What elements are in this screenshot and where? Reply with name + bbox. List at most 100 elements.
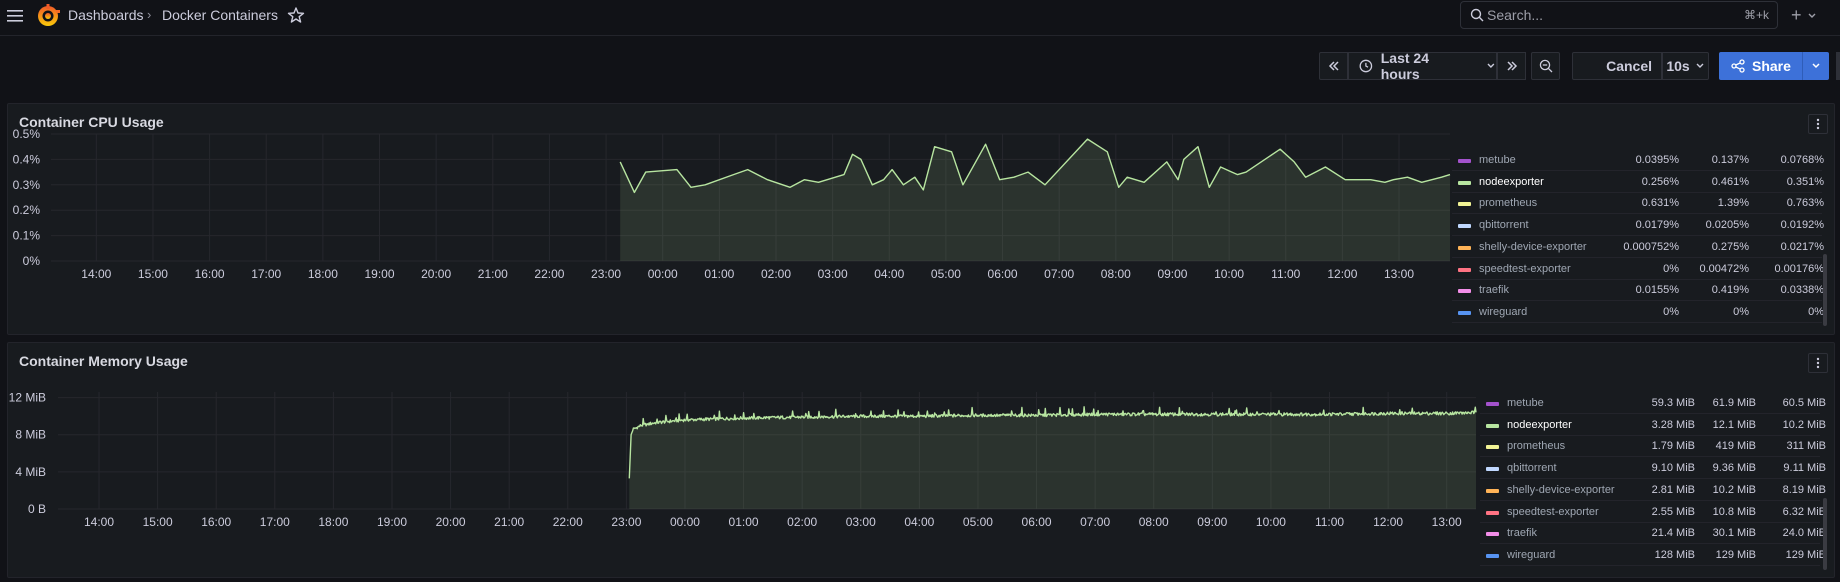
legend-value: 0.461%	[1711, 175, 1749, 188]
cpu-legend: metube 0.0768% 0.137% 0.0395% nodeexporter 0.…	[1452, 150, 1824, 326]
y-tick-label: 0.4%	[13, 152, 41, 166]
x-tick-label: 22:00	[553, 515, 583, 529]
legend-value: 0.0205%	[1705, 219, 1749, 232]
legend-item-prometheus[interactable]: prometheus 311 MiB 419 MiB 1.79 MiB	[1480, 436, 1826, 458]
x-tick-label: 01:00	[729, 515, 759, 529]
panel-menu-button[interactable]	[1808, 114, 1828, 134]
y-tick-label: 0 B	[28, 502, 46, 516]
legend-value: 10.2 MiB	[1782, 418, 1826, 431]
legend-value: 6.32 MiB	[1782, 505, 1826, 518]
legend-value: 0.0179%	[1635, 219, 1679, 232]
legend-value: 0%	[1733, 305, 1749, 318]
legend-value: 9.10 MiB	[1651, 462, 1695, 475]
time-shift-back-button[interactable]	[1319, 52, 1348, 80]
x-tick-label: 02:00	[787, 515, 817, 529]
search-placeholder: Search...	[1487, 7, 1544, 23]
legend-value: 59.3 MiB	[1651, 397, 1695, 409]
legend-value: 0.0395%	[1635, 154, 1679, 166]
search-icon	[1470, 8, 1484, 22]
legend-series-name: nodeexporter	[1479, 175, 1544, 188]
x-tick-label: 06:00	[1022, 515, 1052, 529]
zoom-out-button[interactable]	[1531, 52, 1560, 80]
refresh-interval-picker[interactable]: 10s	[1662, 52, 1709, 80]
legend-scrollbar[interactable]	[1823, 254, 1827, 326]
legend-item-traefik[interactable]: traefik 0.0338% 0.419% 0.0155%	[1452, 280, 1824, 302]
new-menu-button[interactable]: +	[1791, 5, 1817, 26]
memory-legend: metube 60.5 MiB 61.9 MiB 59.3 MiB nodeexport…	[1480, 393, 1826, 569]
legend-value: 0.00176%	[1774, 262, 1824, 275]
series-color-swatch	[1458, 289, 1471, 294]
series-line-nodeexporter	[628, 406, 1477, 479]
legend-item-qbittorrent[interactable]: qbittorrent 0.0192% 0.0205% 0.0179%	[1452, 215, 1824, 237]
legend-value: 0.351%	[1786, 175, 1824, 188]
legend-item-shelly-device-exporter[interactable]: shelly-device-exporter 8.19 MiB 10.2 MiB 2.…	[1480, 480, 1826, 501]
legend-series-name: shelly-device-exporter	[1479, 240, 1587, 253]
memory-usage-chart[interactable]: 0 B 4 MiB 8 MiB 12 MiB 14:00 15:00 16:00 17:00 1…	[8, 343, 1480, 579]
share-icon	[1731, 59, 1745, 73]
legend-value: 129 MiB	[1785, 548, 1826, 561]
legend-value: 10.2 MiB	[1712, 483, 1756, 496]
cancel-button[interactable]: Cancel	[1572, 52, 1662, 80]
legend-value: 0.137%	[1711, 154, 1749, 166]
panel-title: Container CPU Usage	[19, 114, 164, 130]
x-tick-label: 21:00	[478, 267, 508, 281]
x-tick-label: 16:00	[195, 267, 225, 281]
legend-item-metube[interactable]: metube 60.5 MiB 61.9 MiB 59.3 MiB	[1480, 393, 1826, 414]
search-input[interactable]: Search... ⌘+k	[1460, 1, 1778, 29]
series-color-swatch	[1486, 445, 1499, 450]
star-icon[interactable]	[287, 6, 305, 24]
y-tick-label: 0.2%	[13, 203, 41, 217]
legend-scrollbar[interactable]	[1823, 498, 1827, 570]
legend-value: 10.8 MiB	[1712, 505, 1756, 518]
menu-icon[interactable]	[6, 7, 24, 25]
share-label: Share	[1752, 58, 1791, 74]
legend-series-name: wireguard	[1479, 305, 1528, 318]
y-tick-label: 4 MiB	[15, 465, 46, 479]
share-options-button[interactable]	[1801, 52, 1829, 80]
legend-item-prometheus[interactable]: prometheus 0.763% 1.39% 0.631%	[1452, 193, 1824, 215]
legend-value: 0%	[1663, 262, 1679, 275]
more-vertical-icon	[1816, 357, 1820, 369]
toolbar-overflow-edge	[1836, 52, 1840, 80]
x-tick-label: 10:00	[1256, 515, 1286, 529]
legend-value: 0%	[1663, 305, 1679, 318]
legend-item-metube[interactable]: metube 0.0768% 0.137% 0.0395%	[1452, 150, 1824, 171]
x-tick-label: 17:00	[251, 267, 281, 281]
time-range-picker[interactable]: Last 24 hours	[1348, 50, 1497, 82]
x-tick-label: 08:00	[1139, 515, 1169, 529]
cpu-usage-chart[interactable]: 0% 0.1% 0.2% 0.3% 0.4% 0.5% 14:00 15:00 16:00 17:…	[8, 104, 1452, 336]
x-tick-label: 12:00	[1327, 267, 1357, 281]
time-shift-forward-button[interactable]	[1497, 52, 1526, 80]
y-tick-label: 8 MiB	[15, 428, 46, 442]
legend-value: 0.0192%	[1780, 219, 1824, 232]
chevrons-left-icon	[1328, 61, 1339, 71]
legend-item-speedtest-exporter[interactable]: speedtest-exporter 0.00176% 0.00472% 0%	[1452, 259, 1824, 280]
series-line-nodeexporter	[619, 138, 1451, 194]
chevron-down-icon	[1487, 63, 1495, 68]
x-tick-label: 02:00	[761, 267, 791, 281]
share-button[interactable]: Share	[1719, 52, 1829, 80]
breadcrumb-current: Docker Containers	[162, 7, 278, 23]
chevrons-right-icon	[1506, 61, 1517, 71]
legend-value: 1.79 MiB	[1651, 440, 1695, 453]
legend-item-wireguard[interactable]: wireguard 129 MiB 129 MiB 128 MiB	[1480, 545, 1826, 566]
y-tick-label: 0.5%	[13, 127, 41, 141]
legend-value: 61.9 MiB	[1712, 397, 1756, 409]
panel-menu-button[interactable]	[1808, 353, 1828, 373]
panel-title: Container Memory Usage	[19, 353, 188, 369]
grafana-logo-icon[interactable]	[35, 2, 61, 28]
legend-item-nodeexporter[interactable]: nodeexporter 10.2 MiB 12.1 MiB 3.28 MiB	[1480, 415, 1826, 436]
legend-value: 311 MiB	[1786, 440, 1826, 453]
legend-item-traefik[interactable]: traefik 24.0 MiB 30.1 MiB 21.4 MiB	[1480, 523, 1826, 545]
legend-value: 129 MiB	[1715, 548, 1756, 561]
x-tick-label: 10:00	[1214, 267, 1244, 281]
x-tick-label: 13:00	[1384, 267, 1414, 281]
legend-item-shelly-device-exporter[interactable]: shelly-device-exporter 0.0217% 0.275% 0.000…	[1452, 237, 1824, 258]
legend-series-name: metube	[1479, 154, 1516, 166]
legend-item-wireguard[interactable]: wireguard 0% 0% 0%	[1452, 302, 1824, 323]
x-tick-label: 04:00	[904, 515, 934, 529]
legend-item-speedtest-exporter[interactable]: speedtest-exporter 6.32 MiB 10.8 MiB 2.55 M…	[1480, 502, 1826, 523]
legend-item-nodeexporter[interactable]: nodeexporter 0.351% 0.461% 0.256%	[1452, 172, 1824, 193]
breadcrumb-dashboards[interactable]: Dashboards	[68, 7, 144, 23]
legend-item-qbittorrent[interactable]: qbittorrent 9.11 MiB 9.36 MiB 9.10 MiB	[1480, 458, 1826, 480]
